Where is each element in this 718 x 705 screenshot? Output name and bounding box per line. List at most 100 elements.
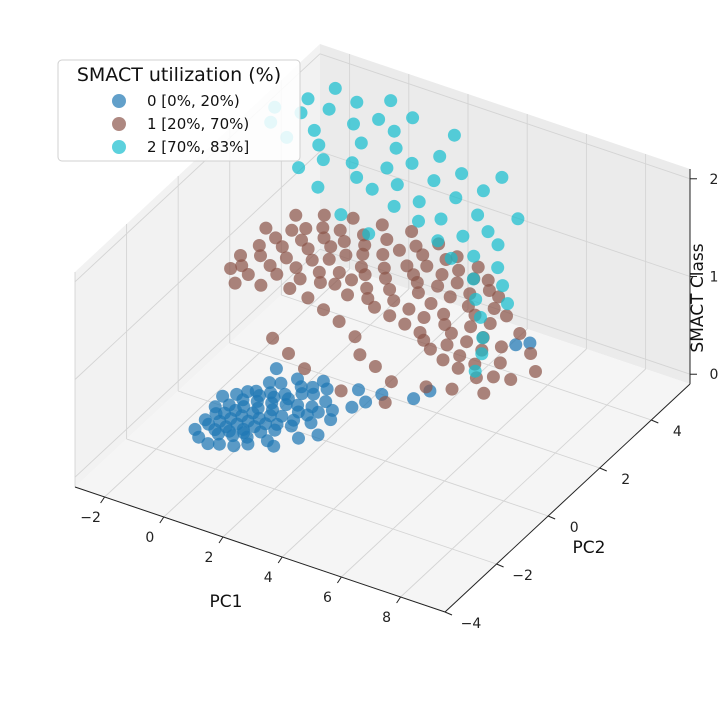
x-axis-label: PC1: [210, 592, 243, 612]
point-series1-38: [377, 261, 391, 275]
point-series2-17: [380, 161, 394, 175]
point-series0-36: [253, 389, 266, 403]
point-series1-120: [266, 331, 280, 345]
point-series0-73: [352, 383, 365, 397]
point-series0-81: [269, 362, 283, 376]
x-tick-mark-2: [218, 536, 224, 544]
point-series0-72: [292, 431, 305, 445]
point-series1-94: [353, 348, 367, 362]
y-tick-label-1: −2: [512, 568, 533, 584]
point-series1-25: [339, 248, 353, 262]
x-tick-mark-4: [336, 576, 342, 584]
point-series1-102: [224, 262, 238, 275]
point-series0-24: [266, 403, 279, 417]
z-tick-label-2: 2: [710, 172, 718, 188]
point-series0-15: [254, 425, 268, 439]
point-series1-62: [443, 290, 457, 304]
grid-floor-x-0: [104, 268, 350, 498]
legend-marker-2: [112, 140, 126, 154]
legend-title: SMACT utilization (%): [77, 64, 281, 86]
point-series2-23: [427, 174, 441, 188]
point-series1-19: [324, 240, 338, 254]
point-series1-0: [234, 249, 247, 262]
z-axis-label: SMACT Class: [688, 243, 708, 352]
point-series0-75: [407, 392, 421, 406]
point-series0-47: [319, 395, 333, 409]
point-series2-15: [350, 170, 364, 184]
y-tick-mark-0: [444, 611, 453, 616]
point-series1-5: [285, 223, 299, 237]
point-series1-114: [500, 309, 513, 323]
data-points: [188, 81, 542, 453]
x-tick-mark-5: [396, 596, 402, 604]
point-series1-65: [437, 307, 451, 321]
point-series1-70: [482, 284, 496, 297]
point-series1-101: [228, 276, 242, 290]
point-series1-50: [410, 276, 424, 289]
point-series0-31: [226, 429, 240, 443]
point-series2-12: [354, 136, 368, 150]
z-tick-label-1: 1: [710, 270, 718, 286]
point-series1-37: [392, 243, 406, 257]
point-series2-49: [362, 227, 376, 241]
point-series1-77: [436, 353, 450, 367]
point-series1-35: [358, 268, 372, 282]
point-series1-108: [405, 225, 419, 238]
legend-box: [57, 59, 301, 162]
point-series2-26: [412, 214, 425, 228]
point-series1-45: [383, 283, 397, 296]
point-series1-8: [299, 222, 313, 235]
grid-back-z-2: [319, 53, 691, 180]
point-series2-42: [501, 297, 514, 311]
point-series0-82: [316, 374, 330, 388]
point-series1-36: [341, 288, 354, 302]
point-series2-10: [316, 153, 330, 167]
point-series0-49: [306, 380, 320, 394]
point-series0-38: [267, 390, 281, 404]
x-tick-mark-1: [159, 516, 165, 524]
point-series1-97: [317, 303, 330, 317]
legend-marker-1: [112, 117, 126, 131]
point-series1-100: [254, 278, 268, 292]
point-series2-39: [469, 292, 483, 306]
point-series1-104: [289, 208, 303, 222]
point-series1-96: [332, 315, 346, 328]
point-series2-30: [431, 234, 445, 248]
pane-floor: [75, 259, 690, 612]
point-series0-80: [216, 389, 230, 403]
point-series0-53: [208, 400, 222, 414]
point-series1-103: [259, 221, 273, 235]
point-series1-111: [471, 260, 485, 274]
y-tick-label-0: −4: [461, 616, 482, 632]
x-tick-mark-3: [277, 556, 283, 564]
point-series0-55: [192, 430, 206, 444]
point-series1-7: [275, 240, 289, 254]
point-series2-53: [495, 170, 509, 184]
y-tick-label-2: 0: [570, 520, 579, 536]
point-series2-8: [312, 138, 326, 152]
point-series0-70: [345, 400, 359, 414]
point-series1-56: [431, 279, 445, 293]
point-series1-116: [524, 347, 538, 360]
point-series1-12: [316, 221, 330, 235]
point-series1-89: [477, 386, 491, 400]
point-series1-49: [387, 294, 401, 308]
grid-floor-y-3: [229, 342, 600, 469]
point-series2-50: [328, 81, 342, 95]
point-series1-90: [445, 382, 459, 396]
point-series0-58: [227, 439, 241, 453]
z-tick-label-0: 0: [710, 367, 718, 383]
point-series1-57: [452, 263, 466, 277]
point-series1-59: [424, 297, 438, 310]
grid-left-z-0: [74, 248, 321, 478]
point-series1-105: [317, 208, 331, 222]
point-series2-32: [456, 229, 470, 243]
x-tick-mark-0: [100, 496, 106, 504]
point-series1-106: [346, 211, 360, 225]
point-series2-20: [390, 178, 404, 192]
point-series0-83: [311, 428, 325, 442]
point-series2-55: [406, 111, 420, 125]
point-series1-46: [368, 300, 381, 314]
legend-label-0: 0 [0%, 20%): [147, 92, 240, 110]
